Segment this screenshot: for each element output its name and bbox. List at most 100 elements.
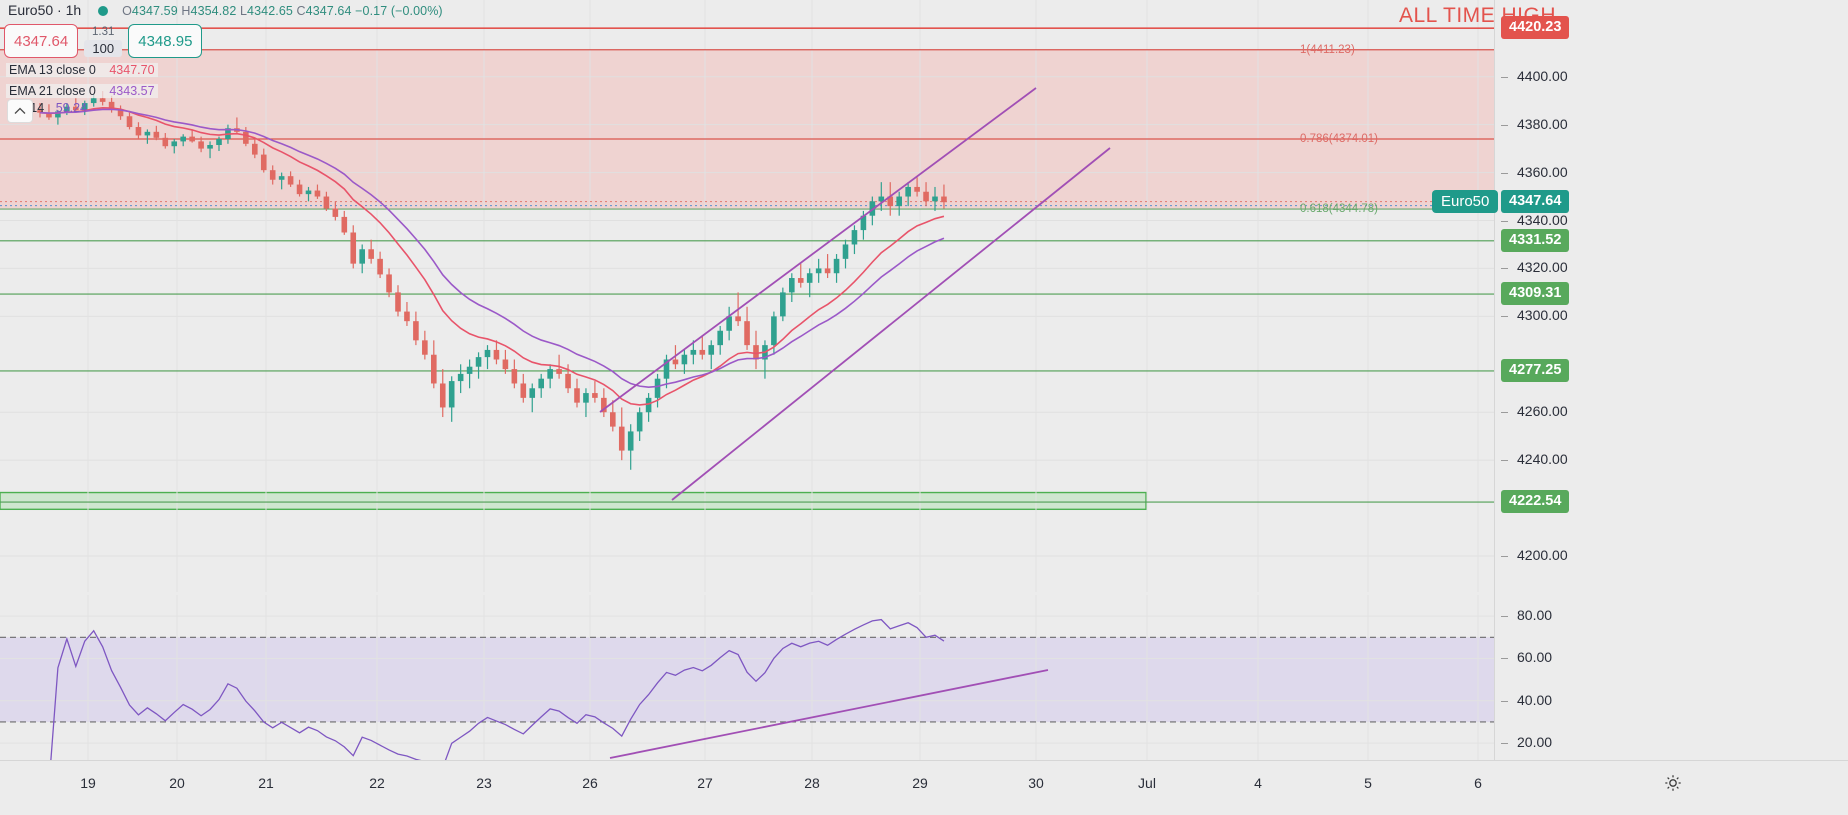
candle-body [90,98,97,104]
time-axis-label: 29 [912,775,928,791]
candle-body [162,137,169,147]
high-key: H [181,4,191,18]
collapse-pane-button[interactable] [7,99,33,123]
candle-body [771,316,777,346]
bid-price[interactable]: 4347.64 [4,24,79,58]
time-axis-label: 28 [804,775,820,791]
fib-level-0618-label[interactable]: 0.618(4344.78) [1300,203,1379,216]
channel-upper-line [599,87,1037,413]
rsi-trendline [609,669,1049,759]
price-axis[interactable]: 4400.00 4380.00 4360.00 4340.00 4320.00 4300.… [1494,0,1848,760]
fib-level-0786-label[interactable]: 0.786(4374.01) [1300,132,1379,145]
candle-body [654,378,661,398]
price-tag[interactable]: 4331.52 [1501,228,1570,252]
channel-lower-line [671,147,1111,501]
candle-body [636,412,643,432]
candle-body [386,274,392,293]
rsi-chart-canvas[interactable] [0,595,1494,786]
candle-body [618,426,625,451]
candle-body [484,349,491,358]
close-value: 4347.64 [305,4,352,18]
candle-body [207,145,213,149]
symbol-title[interactable]: Euro50 · 1h [8,2,82,18]
open-key: O [122,4,132,18]
candle-body [332,208,339,217]
candle-body [905,186,911,197]
time-axis-label: 22 [369,775,385,791]
candle-body [842,244,849,259]
candle-body [744,321,750,346]
fib-level-1-label[interactable]: 1(4411.23) [1300,43,1355,56]
rsi-axis-label: 80.00 [1517,607,1553,624]
rsi-axis-tick [1501,700,1508,702]
candle-body [395,292,401,312]
candle-body [350,232,357,264]
candle-body [216,139,222,146]
spread-size[interactable]: 100 [84,39,123,57]
candle-body [753,345,759,360]
bid-ask-spread-widget[interactable]: 4347.64 1.31 100 4348.95 [4,24,203,58]
price-axis-label: 4320.00 [1517,259,1568,276]
time-axis[interactable]: 19 20 21 22 23 26 27 28 29 30 Jul 4 5 6 [0,760,1848,815]
candle-body [180,136,186,142]
all-time-high-label[interactable]: ALL TIME HIGH [1398,4,1556,28]
candle-body [466,366,473,374]
candle-body [493,349,500,360]
candle-body [117,109,124,117]
candle-body [663,359,670,379]
price-axis-tick [1501,460,1508,462]
ask-price[interactable]: 4348.95 [128,24,203,58]
gear-icon[interactable] [1663,773,1683,793]
price-axis-tick [1501,316,1508,318]
price-tag[interactable]: 4222.54 [1501,490,1570,514]
rsi-axis-label: 20.00 [1517,734,1553,751]
indicator-ema13[interactable]: EMA 13 close 0 4347.70 [6,63,158,77]
indicator-ema21[interactable]: EMA 21 close 0 4343.57 [6,84,158,98]
price-tag[interactable]: 4347.64 [1501,190,1570,214]
price-chart-canvas[interactable] [0,0,1494,592]
time-axis-label: Jul [1138,775,1156,791]
spread-middle: 1.31 100 [78,24,128,58]
price-tag[interactable]: 4420.23 [1501,16,1570,40]
candle-body [860,215,867,231]
candle-body [144,131,151,136]
price-axis-tick [1501,172,1508,174]
candle-body [806,273,813,283]
candle-body [126,116,133,128]
rsi-pane[interactable] [0,595,1494,786]
candle-body [252,143,258,155]
price-axis-label: 4360.00 [1517,163,1568,180]
candle-body [896,196,902,207]
candle-body [583,393,589,403]
price-axis-label: 4260.00 [1517,403,1568,420]
price-axis-label: 4240.00 [1517,451,1568,468]
candle-body [610,412,616,427]
candle-body [108,101,115,110]
candle-body [296,184,303,195]
change-value: −0.17 (−0.00%) [355,4,443,18]
close-key: C [296,4,306,18]
candle-body [529,388,536,398]
candle-body [574,388,580,403]
price-axis-tick [1501,76,1508,78]
candle-body [341,216,348,233]
time-axis-label: 19 [80,775,96,791]
price-tag[interactable]: 4277.25 [1501,358,1570,382]
time-axis-label: 30 [1028,775,1044,791]
live-dot-icon [97,5,108,16]
chart-legend: Euro50 · 1h O4347.59 H4354.82 L4342.65 C… [8,2,443,20]
open-value: 4347.59 [131,4,178,18]
price-axis-label: 4340.00 [1517,211,1568,228]
price-tag[interactable]: 4309.31 [1501,282,1570,306]
candle-body [556,369,562,374]
candle-body [645,397,652,413]
candle-body [171,141,178,147]
high-value: 4354.82 [190,4,237,18]
candle-body [448,381,455,408]
candle-body [502,359,509,370]
price-pane[interactable] [0,0,1494,592]
candle-body [413,321,419,341]
indicator-ema21-value: 4343.57 [109,84,155,98]
candle-body [46,112,52,118]
